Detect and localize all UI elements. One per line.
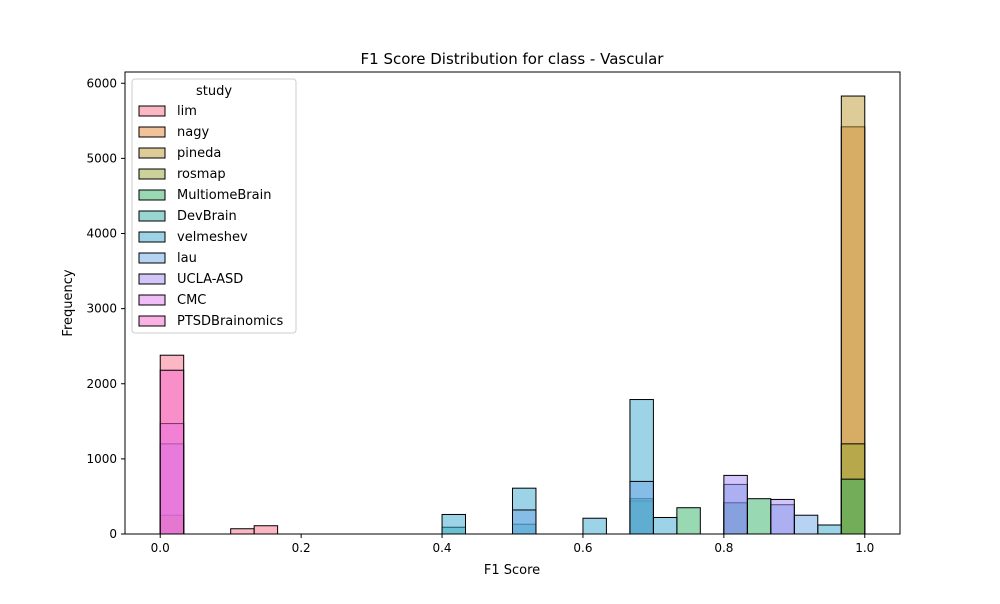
histogram-bar [629,480,654,535]
legend-swatch [138,105,166,117]
legend-label: pineda [177,146,221,161]
legend: study lim nagy pineda rosmap MultiomeBrain De… [131,78,297,334]
histogram-bar [817,524,842,535]
histogram-bar [582,517,607,535]
legend-swatch [138,189,166,201]
x-tick-label: 1.0 [855,541,874,555]
legend-title: study [196,84,232,99]
x-tick-label: 0.2 [292,541,311,555]
chart-title: F1 Score Distribution for class - Vascul… [361,50,665,68]
y-tick-label: 0 [109,527,117,541]
x-tick-label: 0.0 [151,541,170,555]
histogram-bar [723,474,748,535]
x-tick-label: 0.4 [432,541,451,555]
histogram-bars [159,95,866,535]
legend-label: lim [177,104,197,119]
y-axis-label: Frequency [61,269,76,336]
x-tick-label: 0.6 [573,541,592,555]
y-tick-label: 3000 [86,302,117,316]
histogram-bar [652,516,678,535]
y-tick-label: 1000 [86,452,117,466]
legend-label: rosmap [177,167,226,182]
histogram-bar [441,513,467,535]
y-tick-label: 2000 [86,377,117,391]
legend-swatch [138,231,166,243]
legend-swatch [138,147,166,159]
legend-swatch [138,273,166,285]
histogram-bar [230,528,255,535]
histogram-bar [793,514,819,535]
legend-label: DevBrain [177,209,237,224]
legend-swatch [138,210,166,222]
histogram-bar [676,507,701,535]
legend-box [131,78,297,334]
x-axis: 0.0 0.2 0.4 0.6 0.8 1.0 [151,534,874,555]
histogram-bar [512,509,537,535]
histogram-bar [253,525,279,535]
histogram-bar [159,369,185,535]
legend-label: UCLA-ASD [177,272,243,287]
y-tick-label: 5000 [86,151,117,165]
x-axis-label: F1 Score [484,563,540,578]
y-tick-label: 6000 [86,76,117,90]
histogram-bar [770,498,795,535]
histogram-bar [840,478,866,535]
legend-label: PTSDBrainomics [177,314,283,329]
legend-label: MultiomeBrain [177,188,271,203]
legend-swatch [138,252,166,264]
y-tick-label: 4000 [86,227,117,241]
legend-swatch [138,294,166,306]
plot-frame [124,71,901,535]
x-tick-label: 0.8 [714,541,733,555]
y-axis: 0 1000 2000 3000 4000 5000 6000 [86,76,125,541]
legend-swatch [138,126,166,138]
histogram-bar [746,498,772,535]
legend-label: CMC [177,293,206,308]
legend-label: velmeshev [177,230,248,245]
legend-swatch [138,315,166,327]
legend-label: lau [177,251,197,266]
legend-swatch [138,168,166,180]
legend-label: nagy [177,125,209,140]
